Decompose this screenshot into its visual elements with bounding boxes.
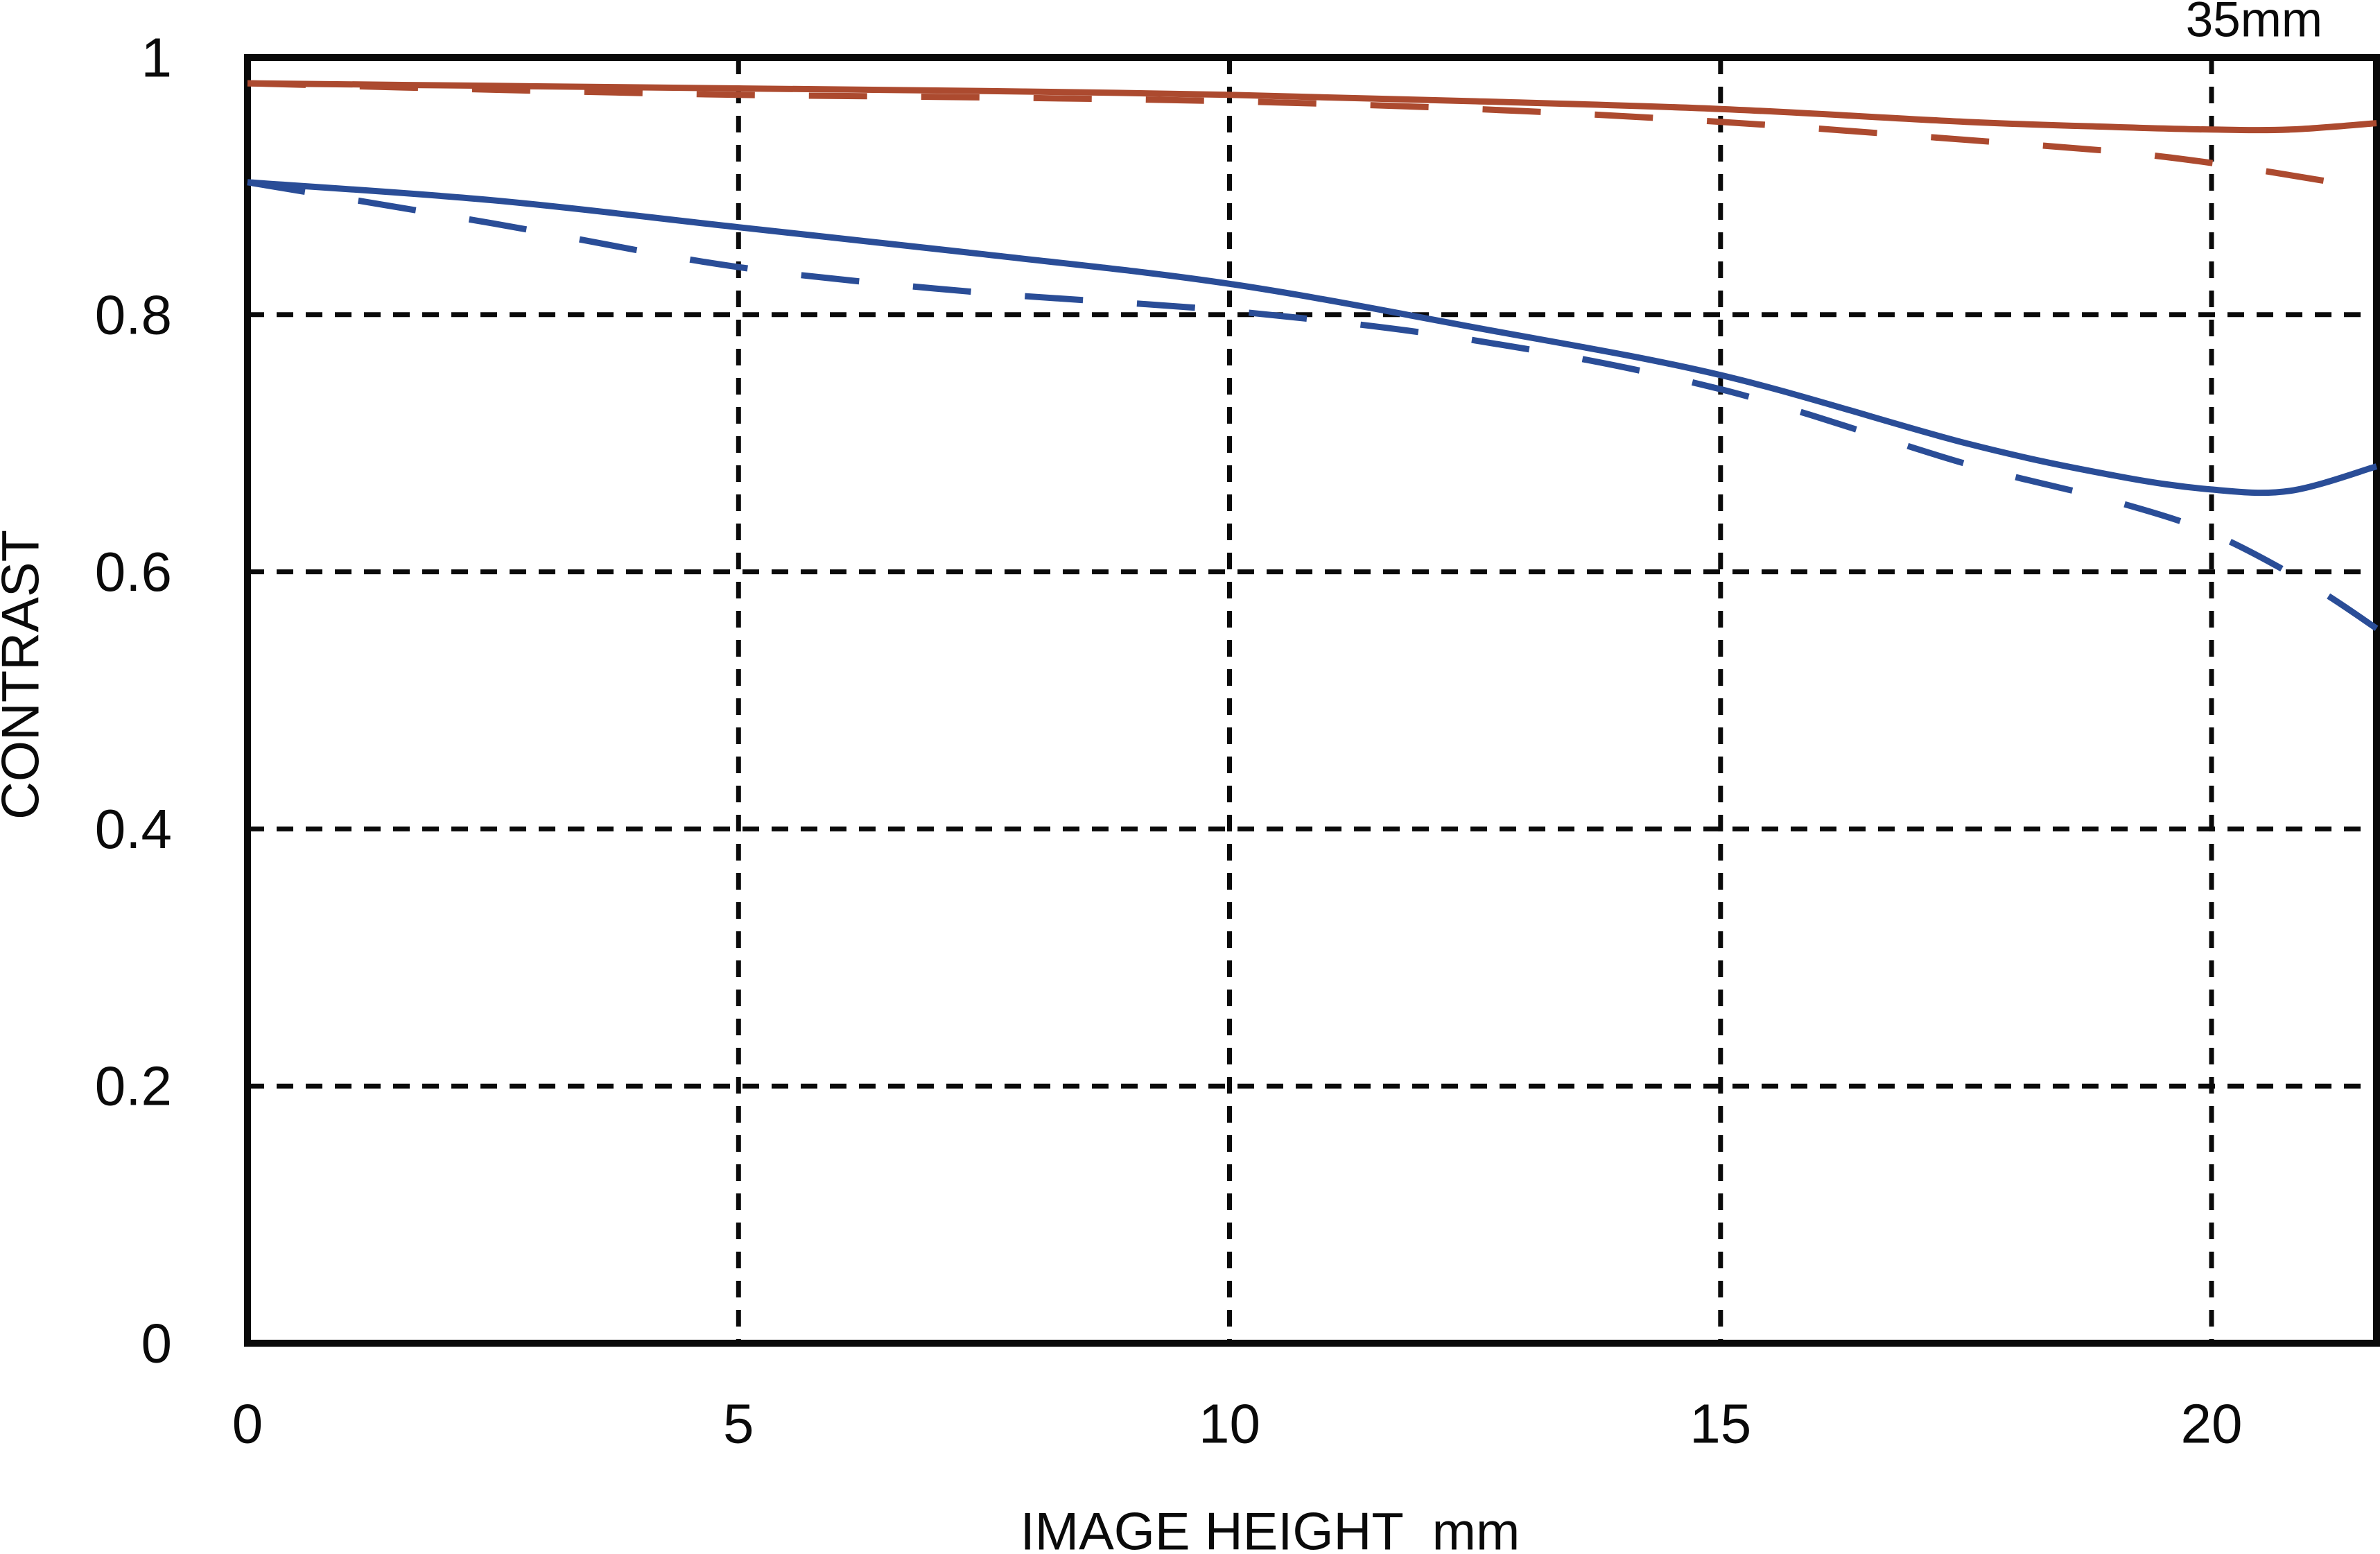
blue-dashed-curve <box>247 179 2379 631</box>
y-tick-label: 0.4 <box>95 798 172 860</box>
y-tick-label: 1 <box>141 27 173 89</box>
gridlines <box>247 58 2377 1343</box>
x-tick-label: 20 <box>2181 1393 2243 1455</box>
red-dashed-curve <box>247 80 2377 193</box>
focal-length-badge: 35mm <box>2186 0 2322 48</box>
y-axis-title: CONTRAST <box>0 530 51 820</box>
blue-solid-curve <box>247 179 2378 497</box>
x-tick-label: 10 <box>1199 1393 1260 1455</box>
y-tick-label: 0.6 <box>95 541 172 603</box>
x-tick-label: 0 <box>232 1393 263 1455</box>
red-solid-curve <box>247 80 2377 134</box>
x-axis-tick-labels: 0 5 10 15 20 <box>232 1393 2243 1455</box>
plot-frame <box>244 54 2380 1347</box>
y-tick-label: 0.8 <box>95 284 172 345</box>
x-axis-title: IMAGE HEIGHT mm <box>1020 1503 1520 1554</box>
curves <box>247 80 2379 631</box>
y-axis-tick-labels: 1 0.8 0.6 0.4 0.2 0 <box>95 27 172 1374</box>
y-tick-label: 0 <box>141 1313 173 1374</box>
x-tick-label: 15 <box>1690 1393 1751 1455</box>
y-tick-label: 0.2 <box>95 1055 172 1117</box>
x-tick-label: 5 <box>723 1393 754 1455</box>
